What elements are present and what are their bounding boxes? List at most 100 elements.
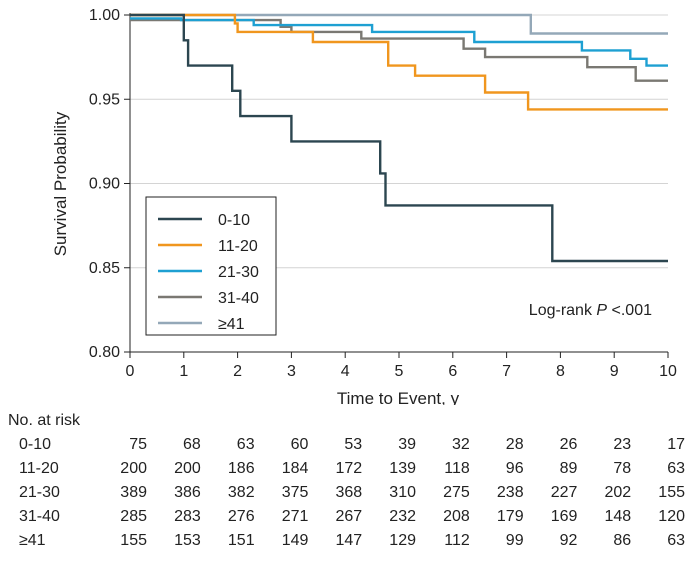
logrank-annotation: Log-rank P <.001 <box>529 302 652 319</box>
risk-cell: 232 <box>389 508 416 525</box>
risk-table-title: No. at risk <box>8 412 81 429</box>
legend-label: 31-40 <box>218 290 259 307</box>
x-tick-label: 6 <box>448 363 457 380</box>
x-tick-label: 10 <box>659 363 677 380</box>
risk-row: 31-40 285 283 276 271 267 232 208 179 169 148 120 <box>0 508 691 532</box>
series-line-4 <box>130 18 668 82</box>
series-line-5 <box>130 13 668 35</box>
risk-cell: 267 <box>335 508 363 525</box>
risk-cell: 151 <box>227 532 255 549</box>
risk-cell: 120 <box>658 508 685 525</box>
legend-label: 11-20 <box>218 238 258 255</box>
x-tick-label: 3 <box>287 363 296 380</box>
risk-cell: 96 <box>505 460 524 477</box>
y-tick-label: 0.90 <box>89 176 120 193</box>
risk-row: ≥41 155 153 151 149 147 129 112 99 92 86 63 <box>0 532 691 556</box>
risk-cell: 208 <box>443 508 470 525</box>
risk-cell: 238 <box>496 484 524 501</box>
risk-cell: 99 <box>505 532 524 549</box>
risk-cell: 389 <box>120 484 147 501</box>
risk-cell: 276 <box>227 508 255 525</box>
x-tick-label: 1 <box>179 363 188 380</box>
legend-label: ≥41 <box>218 316 245 333</box>
series-line-3 <box>130 17 668 67</box>
risk-cell: 153 <box>174 532 201 549</box>
risk-cell: 53 <box>344 436 363 453</box>
risk-cell: 147 <box>335 532 363 549</box>
risk-row: 21-30 389 386 382 375 368 310 275 238 227 202 155 <box>0 484 691 508</box>
risk-cell: 148 <box>604 508 632 525</box>
risk-cell: 155 <box>658 484 685 501</box>
risk-cell: 63 <box>667 532 685 549</box>
x-tick-label: 0 <box>126 363 135 380</box>
legend-box <box>145 196 277 336</box>
y-tick-label: 0.95 <box>89 91 120 108</box>
risk-cell: 60 <box>290 436 309 453</box>
risk-cell: 23 <box>613 436 632 453</box>
risk-cell: 275 <box>443 484 470 501</box>
risk-row-label: 31-40 <box>19 508 60 525</box>
risk-cell: 26 <box>559 436 578 453</box>
risk-cell: 200 <box>174 460 201 477</box>
risk-cell: 92 <box>559 532 578 549</box>
risk-cell: 155 <box>120 532 147 549</box>
risk-cell: 78 <box>613 460 632 477</box>
risk-cell: 202 <box>604 484 632 501</box>
risk-cell: 63 <box>236 436 255 453</box>
risk-row: 11-20 200 200 186 184 172 139 118 96 89 78 63 <box>0 460 691 484</box>
y-tick-label: 0.80 <box>89 344 120 361</box>
x-tick-label: 7 <box>502 363 511 380</box>
risk-cell: 118 <box>444 460 470 477</box>
risk-cell: 89 <box>559 460 578 477</box>
risk-cell: 39 <box>398 436 416 453</box>
risk-row-label: 0-10 <box>19 436 52 453</box>
risk-cell: 129 <box>389 532 416 549</box>
risk-cell: 75 <box>129 436 147 453</box>
risk-cell: 368 <box>335 484 363 501</box>
risk-cell: 32 <box>452 436 470 453</box>
x-tick-label: 2 <box>233 363 242 380</box>
risk-cell: 179 <box>496 508 524 525</box>
survival-chart: 0.80 0.85 0.90 0.95 1.00 0 1 2 3 4 5 6 7 8 9 10 0-10 11-… <box>51 7 677 405</box>
risk-table: No. at risk 0-10 75 68 63 60 53 39 32 28 26 23 17 11… <box>0 405 691 564</box>
risk-cell: 169 <box>550 508 578 525</box>
y-axis-label: Survival Probability <box>51 111 70 256</box>
risk-cell: 227 <box>550 484 578 501</box>
risk-cell: 186 <box>227 460 255 477</box>
y-tick-label: 1.00 <box>89 7 120 24</box>
x-tick-label: 4 <box>341 363 350 380</box>
series-lines <box>130 13 668 263</box>
risk-cell: 283 <box>174 508 201 525</box>
x-tick-label: 8 <box>556 363 565 380</box>
x-axis-label: Time to Event, y <box>337 389 460 405</box>
risk-cell: 112 <box>444 532 470 549</box>
risk-cell: 285 <box>120 508 147 525</box>
risk-cell: 149 <box>281 532 309 549</box>
risk-cell: 271 <box>281 508 309 525</box>
risk-cell: 200 <box>120 460 147 477</box>
risk-cell: 86 <box>613 532 632 549</box>
legend-label: 0-10 <box>218 212 250 229</box>
legend-label: 21-30 <box>218 264 259 281</box>
legend: 0-10 11-20 21-30 31-40 ≥41 <box>145 196 277 336</box>
x-tick-label: 5 <box>395 363 404 380</box>
series-line-2 <box>130 13 668 111</box>
series-line-1 <box>130 13 668 263</box>
x-tick-label: 9 <box>610 363 619 380</box>
risk-row-label: 21-30 <box>19 484 60 501</box>
risk-cell: 375 <box>281 484 309 501</box>
risk-cell: 17 <box>667 436 685 453</box>
risk-cell: 184 <box>281 460 309 477</box>
risk-cell: 63 <box>667 460 685 477</box>
risk-cell: 139 <box>389 460 416 477</box>
risk-row-label: 11-20 <box>19 460 59 477</box>
risk-cell: 68 <box>183 436 201 453</box>
risk-cell: 386 <box>174 484 201 501</box>
risk-cell: 172 <box>335 460 363 477</box>
y-tick-label: 0.85 <box>89 260 120 277</box>
risk-cell: 310 <box>389 484 416 501</box>
risk-cell: 382 <box>227 484 255 501</box>
axes: 0.80 0.85 0.90 0.95 1.00 0 1 2 3 4 5 6 7 8 9 10 <box>89 7 677 380</box>
risk-row-label: ≥41 <box>19 532 46 549</box>
risk-cell: 28 <box>505 436 524 453</box>
